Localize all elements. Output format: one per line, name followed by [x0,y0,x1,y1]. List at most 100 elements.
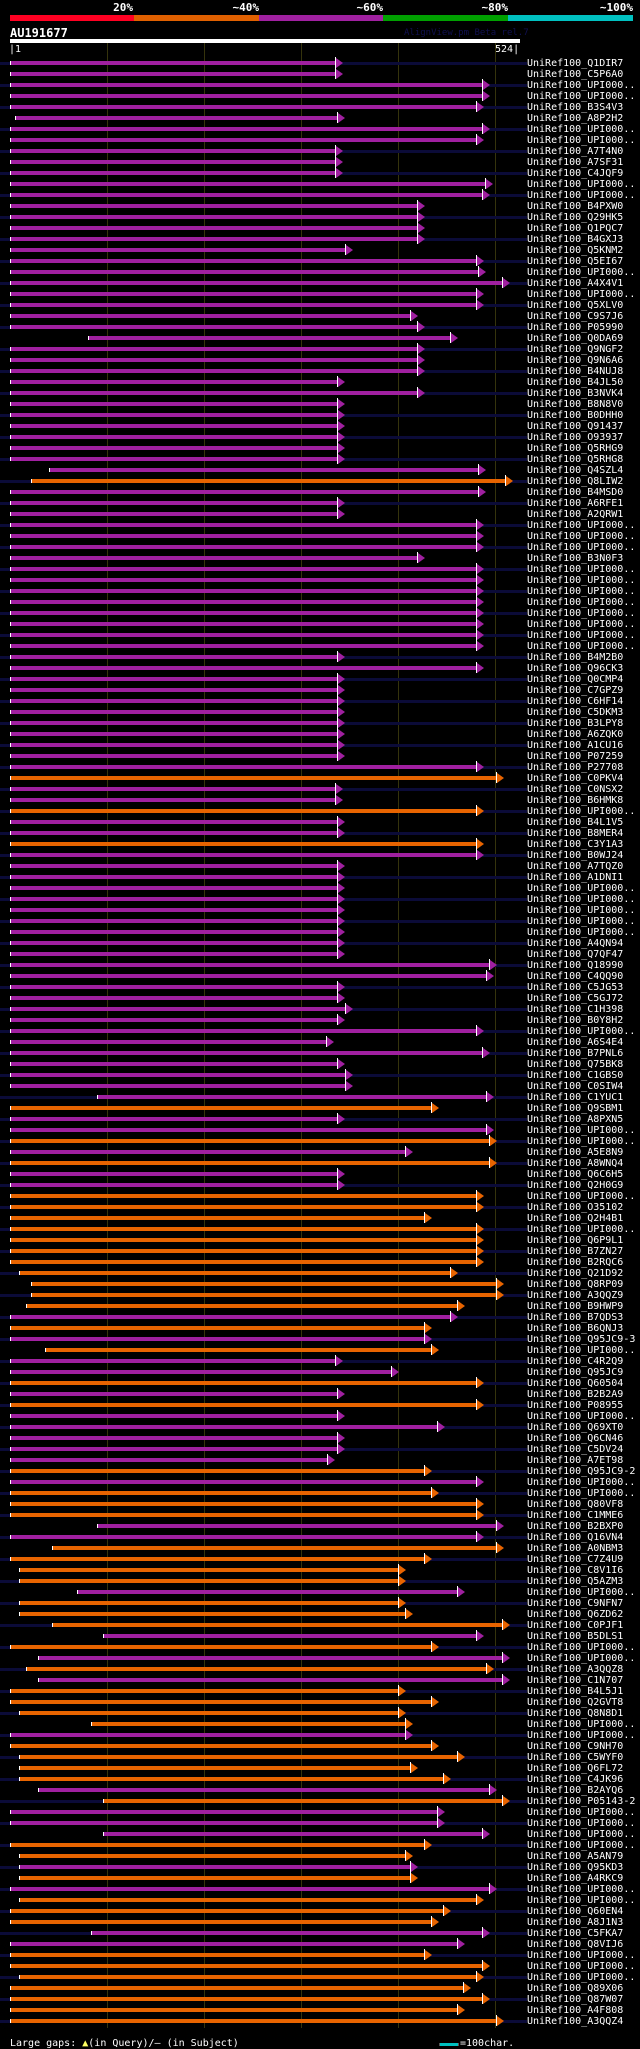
hit-row[interactable]: UniRef100_Q6CN46 [0,1432,640,1444]
hit-row[interactable]: UniRef100_Q91437 [0,420,640,432]
hit-label[interactable]: UniRef100_Q0CMP4 [527,674,624,685]
hit-label[interactable]: UniRef100_A7ET98 [527,1455,624,1466]
hit-row[interactable]: UniRef100_Q95JC9-3 [0,1333,640,1345]
hit-row[interactable]: UniRef100_UPI000.. [0,1960,640,1972]
hit-row[interactable]: UniRef100_C5DV24 [0,1443,640,1455]
alignment-bar[interactable] [10,1535,478,1539]
hit-row[interactable]: UniRef100_B2B2A9 [0,1388,640,1400]
alignment-bar[interactable] [18,1579,399,1583]
hit-row[interactable]: UniRef100_UPI000.. [0,123,640,135]
hit-label[interactable]: UniRef100_UPI000.. [527,1191,636,1202]
hit-row[interactable]: UniRef100_C9S7J6 [0,310,640,322]
hit-row[interactable]: UniRef100_UPI000.. [0,1971,640,1983]
hit-label[interactable]: UniRef100_C5WYF0 [527,1752,624,1763]
hit-row[interactable]: UniRef100_UPI000.. [0,1652,640,1664]
alignment-bar[interactable] [10,1458,328,1462]
alignment-bar[interactable] [10,1502,478,1506]
hit-row[interactable]: UniRef100_B4GXJ3 [0,233,640,245]
hit-row[interactable]: UniRef100_UPI000.. [0,178,640,190]
hit-row[interactable]: UniRef100_B9HWP9 [0,1300,640,1312]
hit-label[interactable]: UniRef100_Q0DA69 [527,333,624,344]
hit-label[interactable]: UniRef100_C3Y1A3 [527,839,624,850]
hit-row[interactable]: UniRef100_Q6C6H5 [0,1168,640,1180]
alignment-bar[interactable] [10,853,478,857]
alignment-bar[interactable] [10,94,484,98]
hit-row[interactable]: UniRef100_UPI000.. [0,1025,640,1037]
hit-label[interactable]: UniRef100_A7T4N0 [527,146,624,157]
alignment-bar[interactable] [10,831,338,835]
hit-label[interactable]: UniRef100_UPI000.. [527,927,636,938]
hit-row[interactable]: UniRef100_A0NBM3 [0,1542,640,1554]
alignment-bar[interactable] [10,842,478,846]
hit-row[interactable]: UniRef100_P08955 [0,1399,640,1411]
hit-row[interactable]: UniRef100_C9NFN7 [0,1597,640,1609]
hit-label[interactable]: UniRef100_Q21D92 [527,1268,624,1279]
hit-label[interactable]: UniRef100_Q75BK8 [527,1059,624,1070]
hit-row[interactable]: UniRef100_Q0CMP4 [0,673,640,685]
hit-label[interactable]: UniRef100_A7TQZ0 [527,861,624,872]
hit-label[interactable]: UniRef100_UPI000.. [527,1840,636,1851]
alignment-bar[interactable] [10,864,338,868]
alignment-bar[interactable] [10,1260,478,1264]
alignment-bar[interactable] [10,127,484,131]
alignment-bar[interactable] [18,1271,452,1275]
hit-row[interactable]: UniRef100_C4QQ90 [0,970,640,982]
hit-label[interactable]: UniRef100_C5JG53 [527,982,624,993]
alignment-bar[interactable] [10,1557,425,1561]
hit-row[interactable]: UniRef100_Q60504 [0,1377,640,1389]
hit-label[interactable]: UniRef100_Q9SBM1 [527,1103,624,1114]
hit-label[interactable]: UniRef100_A5AN79 [527,1851,624,1862]
hit-row[interactable]: UniRef100_UPI000.. [0,882,640,894]
hit-row[interactable]: UniRef100_A8J1N3 [0,1916,640,1928]
alignment-bar[interactable] [10,930,338,934]
hit-row[interactable]: UniRef100_Q2H0G9 [0,1179,640,1191]
alignment-bar[interactable] [97,1095,488,1099]
hit-row[interactable]: UniRef100_A8WNQ4 [0,1157,640,1169]
hit-row[interactable]: UniRef100_C1MME6 [0,1509,640,1521]
hit-row[interactable]: UniRef100_A5AN79 [0,1850,640,1862]
alignment-bar[interactable] [10,886,338,890]
hit-row[interactable]: UniRef100_A7TQZ0 [0,860,640,872]
hit-label[interactable]: UniRef100_B4M2B0 [527,652,624,663]
hit-row[interactable]: UniRef100_A3QQZ9 [0,1289,640,1301]
hit-label[interactable]: UniRef100_Q8LIW2 [527,476,624,487]
hit-row[interactable]: UniRef100_UPI000.. [0,640,640,652]
hit-label[interactable]: UniRef100_Q5EI67 [527,256,624,267]
hit-row[interactable]: UniRef100_UPI000.. [0,90,640,102]
hit-label[interactable]: UniRef100_Q95JC9-2 [527,1466,636,1477]
hit-label[interactable]: UniRef100_C6HF14 [527,696,624,707]
hit-row[interactable]: UniRef100_Q6ZD62 [0,1608,640,1620]
hit-label[interactable]: UniRef100_B6QNJ3 [527,1323,624,1334]
alignment-bar[interactable] [10,380,338,384]
hit-row[interactable]: UniRef100_Q5RHG8 [0,453,640,465]
hit-row[interactable]: UniRef100_P05143-2 [0,1795,640,1807]
hit-row[interactable]: UniRef100_B0DHH0 [0,409,640,421]
hit-label[interactable]: UniRef100_A3QQZ8 [527,1664,624,1675]
alignment-bar[interactable] [10,721,338,725]
hit-label[interactable]: UniRef100_A4X4V1 [527,278,624,289]
alignment-bar[interactable] [10,732,338,736]
hit-row[interactable]: UniRef100_Q5AZM3 [0,1575,640,1587]
alignment-bar[interactable] [10,1370,393,1374]
alignment-bar[interactable] [10,1172,338,1176]
alignment-bar[interactable] [10,105,478,109]
hit-label[interactable]: UniRef100_UPI000.. [527,806,636,817]
hit-row[interactable]: UniRef100_Q16VN4 [0,1531,640,1543]
hit-label[interactable]: UniRef100_UPI000.. [527,630,636,641]
hit-label[interactable]: UniRef100_C9NH70 [527,1741,624,1752]
hit-row[interactable]: UniRef100_C7Z4U9 [0,1553,640,1565]
hit-row[interactable]: UniRef100_C4JK96 [0,1773,640,1785]
alignment-bar[interactable] [44,1348,432,1352]
hit-row[interactable]: UniRef100_UPI000.. [0,1883,640,1895]
alignment-bar[interactable] [10,1029,478,1033]
alignment-bar[interactable] [10,83,484,87]
hit-row[interactable]: UniRef100_B7ZN27 [0,1245,640,1257]
alignment-bar[interactable] [10,138,478,142]
hit-label[interactable]: UniRef100_UPI000.. [527,916,636,927]
hit-label[interactable]: UniRef100_B0DHH0 [527,410,624,421]
alignment-bar[interactable] [10,512,338,516]
hit-label[interactable]: UniRef100_B0WJ24 [527,850,624,861]
alignment-bar[interactable] [10,589,478,593]
alignment-bar[interactable] [10,446,338,450]
alignment-bar[interactable] [10,193,484,197]
